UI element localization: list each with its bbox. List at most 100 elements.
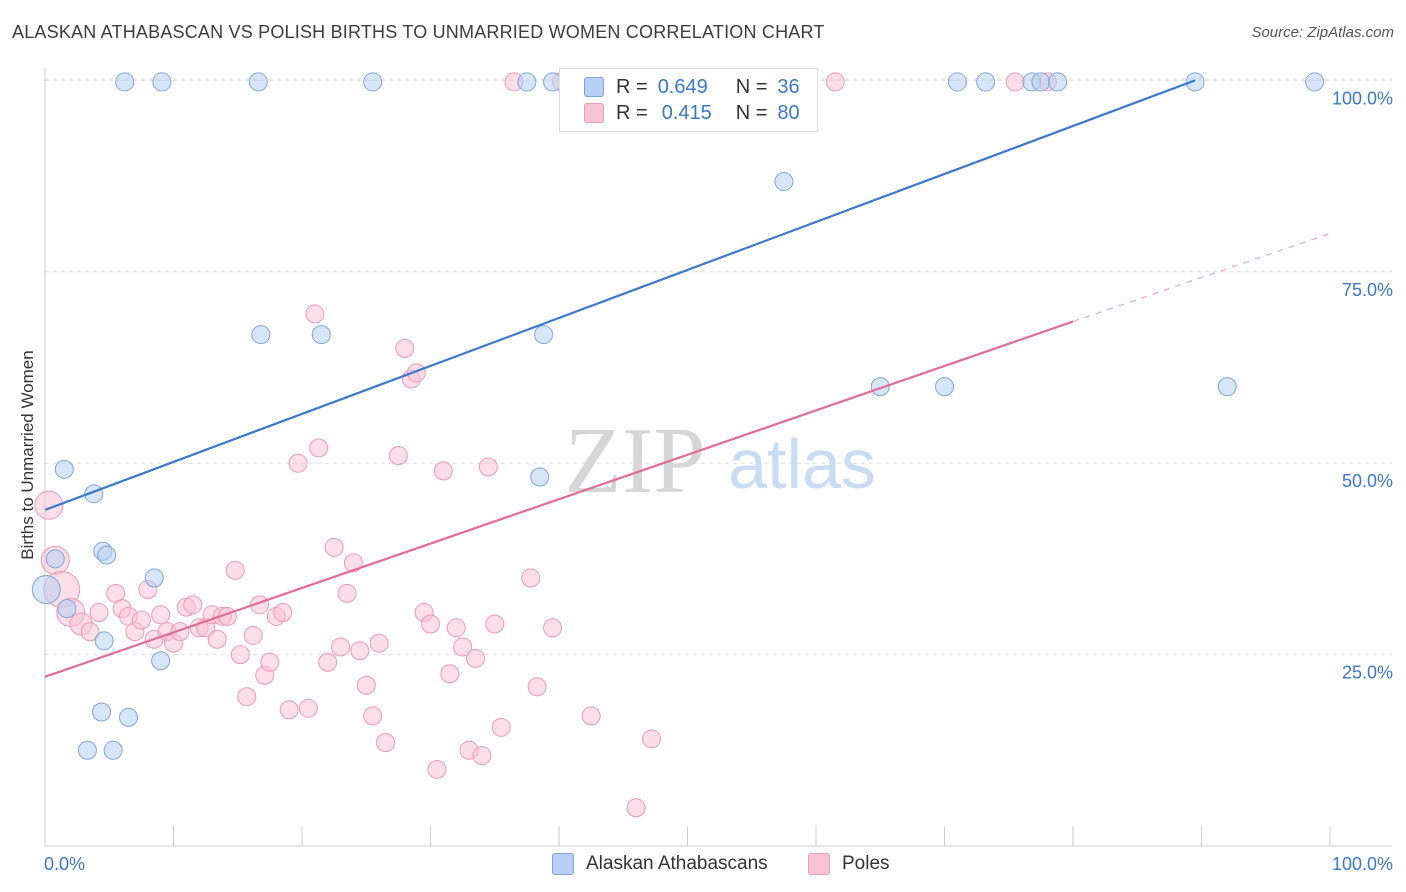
poles-point bbox=[318, 652, 338, 672]
athabascan-point bbox=[534, 325, 554, 345]
legend-r-label: R = bbox=[616, 101, 648, 124]
poles-point bbox=[465, 648, 485, 668]
poles-point bbox=[343, 553, 363, 573]
poles-point bbox=[350, 641, 370, 661]
poles-point bbox=[363, 706, 383, 726]
poles-point bbox=[183, 595, 203, 615]
watermark: ZIP atlas bbox=[565, 409, 876, 513]
athabascan-point bbox=[530, 467, 550, 487]
poles-point bbox=[298, 698, 318, 718]
athabascan-point bbox=[976, 72, 996, 92]
athabascan-point bbox=[151, 651, 171, 671]
athabascan-point bbox=[1217, 377, 1237, 397]
legend-n-value: 80 bbox=[777, 101, 800, 124]
poles-point bbox=[440, 664, 460, 684]
y-axis-title: Births to Unmarried Women bbox=[18, 350, 37, 560]
athabascan-point bbox=[1048, 72, 1068, 92]
poles-point bbox=[207, 629, 227, 649]
athabascan-point bbox=[31, 575, 61, 605]
athabascan-point bbox=[57, 599, 77, 619]
legend-row-athabascans: R = 0.649 N = 36 bbox=[584, 75, 800, 99]
athabascan-point bbox=[94, 631, 114, 651]
poles-point bbox=[472, 746, 492, 766]
bottom-legend-swatch-athabascans bbox=[552, 853, 574, 875]
athabascan-point bbox=[935, 377, 954, 397]
poles-point bbox=[485, 614, 505, 634]
poles-point bbox=[395, 338, 415, 358]
bottom-legend-athabascans: Alaskan Athabascans bbox=[552, 852, 768, 876]
legend-swatch-poles bbox=[584, 103, 604, 123]
poles-point bbox=[376, 733, 396, 753]
poles-point bbox=[337, 583, 357, 603]
poles-point bbox=[626, 798, 646, 818]
athabascan-point bbox=[152, 72, 172, 92]
poles-point bbox=[279, 700, 299, 720]
legend-n-label: N = bbox=[735, 101, 768, 124]
athabascan-point bbox=[517, 72, 537, 92]
athabascan-point bbox=[311, 325, 331, 345]
poles-point bbox=[89, 602, 109, 622]
legend-r-value: 0.649 bbox=[657, 75, 708, 98]
poles-point bbox=[825, 72, 845, 92]
poles-point bbox=[388, 446, 408, 466]
athabascan-point bbox=[1185, 72, 1205, 92]
legend-n-label: N = bbox=[735, 75, 768, 98]
poles-point bbox=[170, 622, 190, 642]
athabascan-point bbox=[54, 459, 74, 479]
bottom-legend-label-poles: Poles bbox=[842, 853, 890, 874]
watermark-zip: ZIP bbox=[565, 409, 706, 513]
poles-point bbox=[305, 304, 325, 324]
poles-trend-extension bbox=[1072, 232, 1331, 323]
poles-point bbox=[225, 560, 245, 580]
poles-point bbox=[521, 568, 541, 588]
poles-point bbox=[642, 729, 662, 749]
athabascan-point bbox=[92, 702, 112, 722]
source-label: Source: ZipAtlas.com bbox=[1251, 24, 1394, 41]
athabascan-point bbox=[77, 740, 97, 760]
legend-n-value: 36 bbox=[777, 75, 800, 98]
athabascan-point bbox=[103, 740, 123, 760]
y-tick-label: 75.0% bbox=[1342, 280, 1393, 300]
poles-point bbox=[34, 490, 64, 520]
grid-lines bbox=[45, 78, 1392, 656]
poles-point bbox=[273, 602, 293, 622]
legend-row-poles: R = 0.415 N = 80 bbox=[584, 101, 800, 125]
trend-lines bbox=[44, 79, 1331, 678]
athabascan-point bbox=[947, 72, 967, 92]
athabascan-point bbox=[774, 171, 794, 191]
poles-point bbox=[433, 461, 453, 481]
legend-swatch-athabascans bbox=[584, 77, 604, 97]
poles-point bbox=[478, 457, 498, 477]
poles-point bbox=[356, 675, 376, 695]
stats-legend: R = 0.649 N = 36 R = 0.415 N = 80 bbox=[559, 68, 818, 132]
y-tick-label: 25.0% bbox=[1342, 663, 1393, 683]
poles-point bbox=[131, 610, 151, 630]
poles-point bbox=[324, 537, 344, 557]
athabascan-point bbox=[115, 72, 135, 92]
athabascan-point bbox=[144, 568, 164, 588]
athabascan-point bbox=[45, 549, 65, 569]
athabascan-point bbox=[248, 72, 268, 92]
poles-point bbox=[80, 622, 100, 642]
poles-point bbox=[453, 637, 473, 657]
athabascan-point bbox=[363, 72, 383, 92]
x-tick-label: 0.0% bbox=[44, 854, 85, 874]
poles-point bbox=[491, 717, 511, 737]
poles-point bbox=[288, 453, 308, 473]
x-tick-label: 100.0% bbox=[1332, 854, 1393, 874]
poles-point bbox=[243, 625, 263, 645]
poles-point bbox=[260, 652, 280, 672]
athabascan-point bbox=[870, 377, 890, 397]
athabascan-point bbox=[97, 545, 117, 565]
poles-point bbox=[1005, 72, 1025, 92]
athabascan-trend-line bbox=[44, 79, 1196, 511]
athabascan-point bbox=[251, 325, 271, 345]
poles-points bbox=[34, 72, 1057, 818]
y-tick-label: 100.0% bbox=[1332, 88, 1393, 108]
y-tick-label: 50.0% bbox=[1342, 471, 1393, 491]
poles-point bbox=[421, 614, 440, 634]
tick-labels: 25.0% 50.0% 75.0% 100.0% 0.0% 100.0% bbox=[44, 88, 1393, 874]
legend-r-label: R = bbox=[616, 75, 648, 98]
poles-point bbox=[543, 618, 563, 638]
